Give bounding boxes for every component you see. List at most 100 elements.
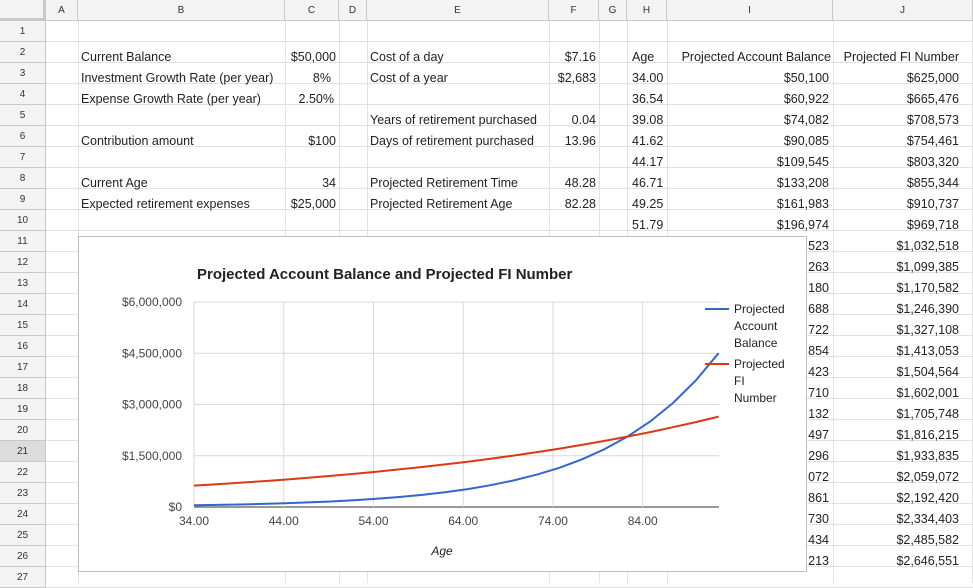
value-projected-retirement-age[interactable]: 82.28 [564, 197, 596, 211]
row-header-3[interactable]: 3 [0, 63, 46, 84]
label-current-balance[interactable]: Current Balance [81, 50, 172, 64]
row-header-9[interactable]: 9 [0, 189, 46, 210]
cell-fi-number[interactable]: $1,099,385 [896, 260, 959, 274]
cell-projected-balance[interactable]: ,730 [804, 512, 829, 526]
cell-projected-balance[interactable]: ,497 [804, 428, 829, 442]
cell-projected-balance[interactable]: ,710 [804, 386, 829, 400]
row-header-21[interactable]: 21 [0, 441, 46, 462]
cell-fi-number[interactable]: $855,344 [906, 176, 959, 190]
header-projected-account-balance[interactable]: Projected Account Balance [681, 50, 831, 64]
cell-fi-number[interactable]: $2,646,551 [896, 554, 959, 568]
cell-fi-number[interactable]: $1,504,564 [896, 365, 959, 379]
row-header-10[interactable]: 10 [0, 210, 46, 231]
label-expense-growth[interactable]: Expense Growth Rate (per year) [81, 92, 261, 106]
cell-fi-number[interactable]: $1,032,518 [896, 239, 959, 253]
value-years-purchased[interactable]: 0.04 [571, 113, 596, 127]
cell-projected-balance[interactable]: ,132 [804, 407, 829, 421]
cell-projected-balance[interactable]: $90,085 [783, 134, 829, 148]
header-age[interactable]: Age [632, 50, 655, 64]
cell-fi-number[interactable]: $2,059,072 [896, 470, 959, 484]
row-header-8[interactable]: 8 [0, 168, 46, 189]
cell-fi-number[interactable]: $2,192,420 [896, 491, 959, 505]
cell-projected-balance[interactable]: ,296 [804, 449, 829, 463]
row-header-25[interactable]: 25 [0, 525, 46, 546]
row-header-7[interactable]: 7 [0, 147, 46, 168]
cell-fi-number[interactable]: $625,000 [906, 71, 959, 85]
value-cost-of-day[interactable]: $7.16 [564, 50, 596, 64]
value-cost-of-year[interactable]: $2,683 [557, 71, 596, 85]
cell-age[interactable]: 49.25 [632, 197, 664, 211]
cell-fi-number[interactable]: $2,485,582 [896, 533, 959, 547]
row-header-17[interactable]: 17 [0, 357, 46, 378]
row-header-11[interactable]: 11 [0, 231, 46, 252]
cell-fi-number[interactable]: $1,816,215 [896, 428, 959, 442]
row-header-6[interactable]: 6 [0, 126, 46, 147]
label-growth-rate[interactable]: Investment Growth Rate (per year) [81, 71, 274, 85]
cell-projected-balance[interactable]: $74,082 [783, 113, 829, 127]
cell-fi-number[interactable]: $1,170,582 [896, 281, 959, 295]
cell-fi-number[interactable]: $803,320 [906, 155, 959, 169]
row-header-4[interactable]: 4 [0, 84, 46, 105]
row-header-12[interactable]: 12 [0, 252, 46, 273]
cell-age[interactable]: 39.08 [632, 113, 664, 127]
cell-projected-balance[interactable]: $196,974 [776, 218, 829, 232]
cell-projected-balance[interactable]: $161,983 [776, 197, 829, 211]
cell-fi-number[interactable]: $2,334,403 [896, 512, 959, 526]
value-current-age[interactable]: 34 [322, 176, 336, 190]
cell-projected-balance[interactable]: ,688 [804, 302, 829, 316]
select-all-corner[interactable] [0, 0, 46, 21]
value-expense-growth[interactable]: 2.50% [298, 92, 334, 106]
value-growth-rate[interactable]: 8% [312, 71, 331, 85]
cell-age[interactable]: 51.79 [632, 218, 664, 232]
cell-projected-balance[interactable]: ,072 [804, 470, 829, 484]
cell-projected-balance[interactable]: ,423 [804, 365, 829, 379]
cell-projected-balance[interactable]: ,854 [804, 344, 829, 358]
value-projected-retirement-time[interactable]: 48.28 [564, 176, 596, 190]
cell-fi-number[interactable]: $1,602,001 [896, 386, 959, 400]
cell-projected-balance[interactable]: ,213 [804, 554, 829, 568]
value-retirement-expenses[interactable]: $25,000 [290, 197, 336, 211]
cell-fi-number[interactable]: $1,327,108 [896, 323, 959, 337]
cell-projected-balance[interactable]: $133,208 [776, 176, 829, 190]
chart-legend[interactable]: Projected Account Balance Projected FI Number [705, 302, 785, 405]
cell-projected-balance[interactable]: $50,100 [783, 71, 829, 85]
row-header-13[interactable]: 13 [0, 273, 46, 294]
row-header-5[interactable]: 5 [0, 105, 46, 126]
row-header-1[interactable]: 1 [0, 21, 46, 42]
cell-fi-number[interactable]: $1,933,835 [896, 449, 959, 463]
cell-projected-balance[interactable]: ,263 [804, 260, 829, 274]
cell-projected-balance[interactable]: $60,922 [783, 92, 829, 106]
cell-age[interactable]: 34.00 [632, 71, 664, 85]
cell-projected-balance[interactable]: $109,545 [776, 155, 829, 169]
row-header-24[interactable]: 24 [0, 504, 46, 525]
value-days-purchased[interactable]: 13.96 [564, 134, 596, 148]
column-header-c[interactable]: C [285, 0, 339, 21]
column-header-a[interactable]: A [46, 0, 78, 21]
label-days-purchased[interactable]: Days of retirement purchased [370, 134, 534, 148]
row-header-16[interactable]: 16 [0, 336, 46, 357]
row-header-15[interactable]: 15 [0, 315, 46, 336]
column-header-f[interactable]: F [549, 0, 599, 21]
cell-fi-number[interactable]: $708,573 [906, 113, 959, 127]
cell-fi-number[interactable]: $1,413,053 [896, 344, 959, 358]
row-header-26[interactable]: 26 [0, 546, 46, 567]
label-years-purchased[interactable]: Years of retirement purchased [370, 113, 537, 127]
cell-fi-number[interactable]: $910,737 [906, 197, 959, 211]
label-current-age[interactable]: Current Age [81, 176, 148, 190]
cell-fi-number[interactable]: $1,705,748 [896, 407, 959, 421]
header-projected-fi-number[interactable]: Projected FI Number [843, 50, 959, 64]
row-header-14[interactable]: 14 [0, 294, 46, 315]
cell-projected-balance[interactable]: ,523 [804, 239, 829, 253]
value-contribution[interactable]: $100 [308, 134, 336, 148]
column-header-g[interactable]: G [599, 0, 627, 21]
column-header-e[interactable]: E [367, 0, 549, 21]
row-header-18[interactable]: 18 [0, 378, 46, 399]
row-header-27[interactable]: 27 [0, 567, 46, 588]
cell-age[interactable]: 36.54 [632, 92, 664, 106]
label-contribution[interactable]: Contribution amount [81, 134, 194, 148]
cell-age[interactable]: 41.62 [632, 134, 664, 148]
line-chart[interactable]: Projected Account Balance and Projected … [78, 236, 807, 572]
label-retirement-expenses[interactable]: Expected retirement expenses [81, 197, 250, 211]
row-header-23[interactable]: 23 [0, 483, 46, 504]
